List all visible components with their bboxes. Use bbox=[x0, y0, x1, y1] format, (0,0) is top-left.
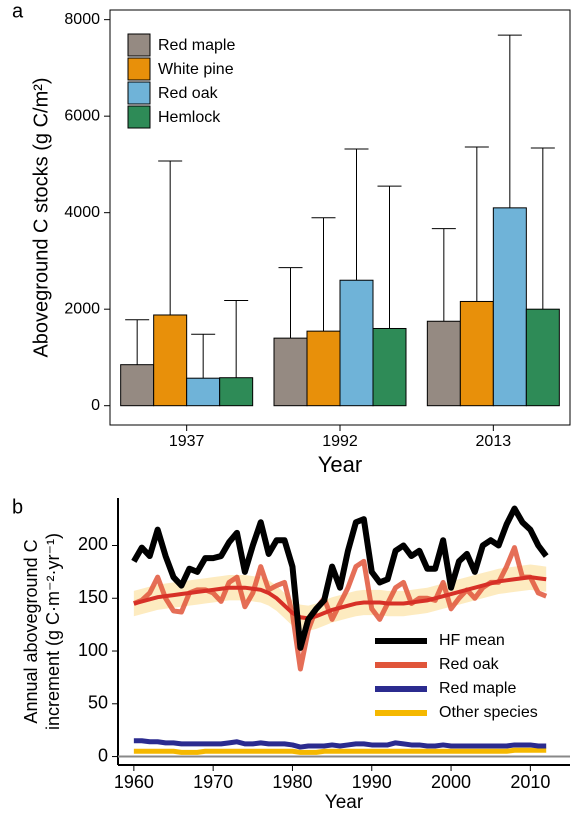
bar bbox=[219, 377, 254, 407]
y-axis-title: Annual aboveground C bbox=[21, 539, 41, 723]
x-tick-label: 1992 bbox=[322, 433, 358, 450]
legend-label: Red oak bbox=[439, 656, 500, 673]
bar bbox=[372, 327, 407, 407]
y-tick-label: 8000 bbox=[64, 11, 100, 28]
panel-label: b bbox=[12, 496, 23, 518]
legend-label: Hemlock bbox=[158, 109, 221, 126]
x-axis-title: Year bbox=[325, 792, 364, 813]
smooth-line bbox=[133, 575, 547, 621]
x-tick-label: 1937 bbox=[169, 433, 205, 450]
y-tick-label: 50 bbox=[88, 693, 108, 713]
bar bbox=[306, 330, 341, 407]
legend-label: HF mean bbox=[439, 632, 505, 649]
legend-label: Red oak bbox=[158, 85, 219, 102]
bar bbox=[426, 320, 461, 407]
legend-label: Red maple bbox=[158, 37, 235, 54]
y-axis-title: increment (g C·m⁻²·yr⁻¹) bbox=[43, 533, 63, 730]
bar bbox=[339, 279, 374, 407]
y-tick-label: 100 bbox=[78, 640, 108, 660]
panel-label: a bbox=[12, 0, 24, 22]
y-tick-label: 6000 bbox=[64, 107, 100, 124]
legend-swatch bbox=[127, 33, 151, 57]
y-tick-label: 0 bbox=[91, 397, 100, 414]
legend-swatch bbox=[127, 57, 151, 81]
bar bbox=[186, 377, 221, 407]
x-tick-label: 1990 bbox=[352, 772, 392, 792]
legend-swatch bbox=[127, 105, 151, 129]
bar bbox=[492, 207, 527, 407]
y-tick-label: 4000 bbox=[64, 204, 100, 221]
series-line bbox=[133, 738, 547, 750]
bar bbox=[273, 337, 308, 407]
y-tick-label: 0 bbox=[98, 745, 108, 765]
y-axis-title: Aboveground C stocks (g C/m²) bbox=[30, 77, 52, 357]
legend-swatch bbox=[127, 81, 151, 105]
series-line bbox=[131, 505, 549, 651]
y-tick-label: 2000 bbox=[64, 300, 100, 317]
bar bbox=[525, 308, 560, 407]
x-tick-label: 2000 bbox=[431, 772, 471, 792]
x-tick-label: 1970 bbox=[193, 772, 233, 792]
bar bbox=[459, 300, 494, 407]
legend-label: Other species bbox=[439, 704, 538, 721]
y-tick-label: 200 bbox=[78, 534, 108, 554]
legend-label: White pine bbox=[158, 61, 234, 78]
bar bbox=[120, 364, 155, 407]
x-tick-label: 2010 bbox=[510, 772, 550, 792]
x-tick-label: 1980 bbox=[272, 772, 312, 792]
series-line bbox=[133, 747, 547, 755]
bar bbox=[153, 314, 188, 407]
x-axis-title: Year bbox=[318, 452, 362, 477]
x-tick-label: 1960 bbox=[114, 772, 154, 792]
y-tick-label: 150 bbox=[78, 587, 108, 607]
x-tick-label: 2013 bbox=[476, 433, 512, 450]
legend-label: Red maple bbox=[439, 680, 516, 697]
